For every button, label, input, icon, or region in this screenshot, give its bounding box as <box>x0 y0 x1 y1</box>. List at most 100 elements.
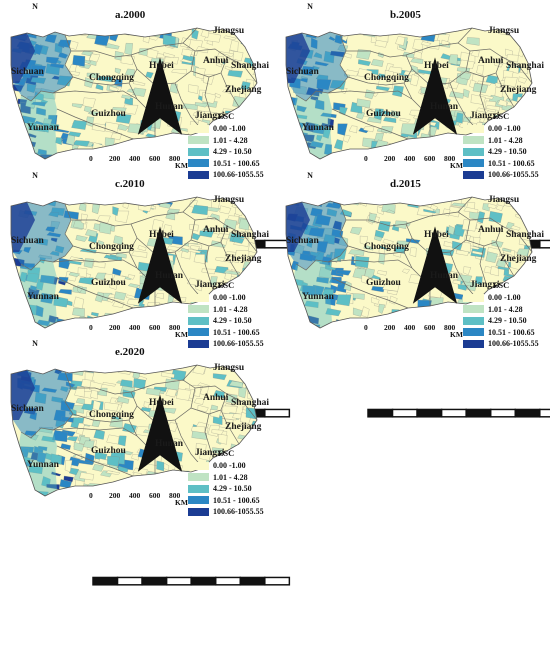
county-patch <box>322 289 334 298</box>
legend-label: 4.29 - 10.50 <box>213 316 252 326</box>
county-patch <box>240 230 250 238</box>
north-arrow-icon: N <box>25 339 183 472</box>
province-label-guizhou: Guizhou <box>91 278 126 288</box>
county-patch <box>413 50 422 60</box>
county-patch <box>224 65 233 71</box>
west-edge-shade <box>286 33 310 83</box>
county-patch <box>203 74 215 85</box>
county-patch <box>309 140 324 149</box>
county-patch <box>63 475 74 483</box>
legend-label: 0.00 -1.00 <box>213 124 246 134</box>
county-patch <box>78 277 94 285</box>
county-patch <box>41 122 50 133</box>
county-patch <box>368 213 377 224</box>
county-patch <box>336 294 352 307</box>
west-edge-shade <box>286 202 310 252</box>
county-patch <box>195 67 206 80</box>
scale-unit: KM <box>450 330 463 339</box>
province-label-yunnan: Yunnan <box>27 123 59 133</box>
province-label-zhejiang: Zhejiang <box>225 85 262 95</box>
county-patch <box>105 121 119 134</box>
county-patch <box>28 465 43 475</box>
legend: ESC 0.00 -1.00 1.01 - 4.28 4.29 - 10.50 10.5… <box>188 111 278 181</box>
county-patch <box>193 398 205 405</box>
basin-outline <box>285 196 533 329</box>
county-patch <box>460 281 478 287</box>
county-patch <box>448 225 456 235</box>
county-patch <box>238 386 247 399</box>
county-patch <box>121 450 134 456</box>
county-patch <box>77 267 88 278</box>
county-patch <box>85 229 98 237</box>
county-patch <box>410 58 424 64</box>
county-patch <box>86 72 100 79</box>
county-patch <box>227 70 243 78</box>
legend-swatch <box>188 293 209 302</box>
province-border <box>204 409 240 459</box>
county-patch <box>12 134 20 144</box>
scale-tick-label: 0 <box>89 323 93 332</box>
scale-unit: KM <box>450 161 463 170</box>
county-patch <box>66 436 79 442</box>
county-patch <box>494 87 503 98</box>
county-patch <box>91 312 99 317</box>
map-panel-2005: b.2005 N Sichuan Chongqing Hubei Anhui Jiangsu… <box>280 2 550 249</box>
legend-item: 0.00 -1.00 <box>463 123 550 135</box>
scale-tick-label: 400 <box>129 323 141 332</box>
county-patch <box>359 235 368 246</box>
province-border <box>174 82 204 132</box>
legend-swatch <box>188 461 209 470</box>
legend-label: 10.51 - 100.65 <box>488 158 535 168</box>
legend-swatch <box>188 170 209 179</box>
legend-item: 4.29 - 10.50 <box>463 315 550 327</box>
province-border <box>327 90 413 100</box>
county-patch <box>370 59 384 67</box>
legend-swatch <box>463 339 484 348</box>
county-patch <box>215 92 221 99</box>
county-patch <box>127 283 140 288</box>
province-border <box>295 203 349 271</box>
county-patch <box>510 225 521 231</box>
county-patch <box>519 66 528 75</box>
province-label-anhui: Anhui <box>203 225 229 235</box>
county-patch <box>459 72 472 80</box>
county-patch <box>191 204 209 216</box>
province-border <box>331 277 409 309</box>
legend-title: ESC <box>217 111 235 121</box>
county-patch <box>506 54 519 63</box>
county-patch <box>337 123 348 136</box>
legend-item: 4.29 - 10.50 <box>188 146 278 158</box>
legend-label: 0.00 -1.00 <box>213 461 246 471</box>
county-patch <box>449 91 464 99</box>
legend-title: ESC <box>492 111 510 121</box>
county-patch <box>37 446 48 452</box>
legend-item: 10.51 - 100.65 <box>188 495 278 507</box>
county-patch <box>82 416 95 427</box>
county-patch <box>107 455 120 467</box>
county-patch <box>182 103 198 111</box>
province-border <box>20 371 74 439</box>
province-label-anhui: Anhui <box>203 393 229 403</box>
county-patch <box>466 37 480 46</box>
province-label-shanghai: Shanghai <box>506 230 545 240</box>
county-patch <box>71 120 87 130</box>
province-border <box>56 277 134 309</box>
county-patch <box>112 107 127 112</box>
province-label-hubei: Hubei <box>149 398 174 408</box>
province-label-hunan: Hunan <box>430 271 458 281</box>
legend-label: 4.29 - 10.50 <box>213 147 252 157</box>
county-patch <box>58 289 72 295</box>
scale-tick-label: 400 <box>404 154 416 163</box>
west-edge-shade <box>11 33 35 83</box>
county-patch <box>84 452 95 465</box>
legend-item: 4.29 - 10.50 <box>188 315 278 327</box>
county-patch <box>52 430 68 442</box>
north-label: N <box>32 339 38 348</box>
county-patch <box>364 89 375 100</box>
county-patch <box>143 401 150 409</box>
scale-tick-label: 600 <box>424 154 436 163</box>
legend-label: 100.66-1055.55 <box>488 170 539 180</box>
province-border <box>226 393 257 421</box>
county-patch <box>11 321 25 328</box>
county-patch <box>12 116 24 128</box>
